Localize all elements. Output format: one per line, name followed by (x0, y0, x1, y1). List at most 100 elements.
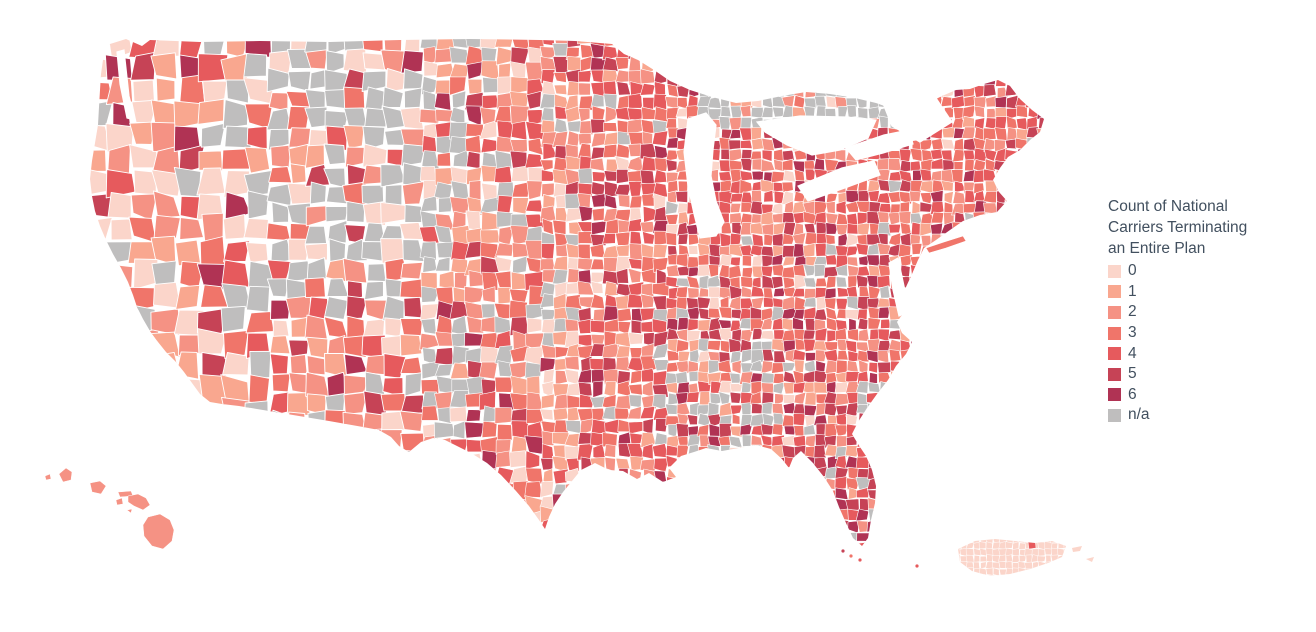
county (1016, 391, 1027, 406)
county (729, 64, 743, 77)
county (846, 360, 859, 373)
county (879, 75, 891, 86)
county (741, 434, 752, 447)
county (688, 245, 699, 255)
municipio (1070, 535, 1078, 543)
county (995, 201, 1007, 214)
county (451, 559, 466, 576)
county (708, 455, 721, 470)
county (678, 43, 690, 55)
county (782, 362, 797, 373)
county (288, 470, 308, 490)
county (510, 105, 530, 125)
county (717, 62, 731, 76)
county (346, 467, 367, 492)
county (269, 335, 291, 355)
county (494, 302, 512, 320)
municipio (1064, 560, 1066, 570)
county (1058, 321, 1071, 332)
key-island (858, 558, 862, 562)
county (1026, 276, 1037, 290)
county (1037, 63, 1044, 77)
legend-title-line: an Entire Plan (1108, 240, 1206, 257)
county (590, 118, 606, 134)
county (219, 540, 250, 546)
county (732, 413, 741, 425)
county (877, 54, 892, 67)
county (866, 243, 880, 256)
county (898, 392, 912, 405)
county (772, 541, 785, 546)
county (994, 329, 1008, 342)
county (996, 476, 1007, 490)
municipio (1019, 555, 1027, 563)
county (984, 488, 996, 501)
county (615, 394, 633, 411)
county (920, 498, 933, 511)
county (878, 404, 891, 416)
county (730, 404, 743, 415)
county (751, 402, 763, 414)
county (751, 170, 764, 181)
county (438, 270, 455, 290)
county (1026, 265, 1040, 278)
county (876, 422, 891, 438)
hawaii-lanai (115, 497, 124, 506)
county (993, 41, 1008, 57)
county (640, 558, 656, 572)
county (464, 301, 485, 320)
county (983, 456, 997, 467)
county (1017, 402, 1030, 417)
county (1026, 499, 1038, 511)
county (479, 196, 500, 215)
municipio (1005, 541, 1014, 549)
county (1038, 75, 1044, 87)
county (480, 558, 500, 575)
county (577, 369, 592, 384)
county (877, 478, 891, 491)
county (919, 139, 934, 152)
county (327, 220, 348, 244)
county (868, 43, 881, 57)
county (201, 351, 227, 377)
county (1058, 266, 1071, 279)
county (1048, 117, 1059, 128)
county (1036, 202, 1044, 214)
county (665, 159, 678, 172)
county (983, 191, 998, 204)
county (729, 528, 743, 544)
county (665, 52, 678, 66)
county (380, 201, 407, 224)
county (602, 545, 617, 546)
hawaii-inset (44, 467, 175, 550)
municipio (1017, 567, 1026, 576)
county (403, 87, 423, 109)
county (1060, 129, 1072, 140)
county (813, 519, 828, 532)
county (481, 94, 500, 110)
municipio (1038, 560, 1046, 569)
county (919, 41, 935, 57)
municipio (965, 547, 975, 556)
county (952, 433, 965, 449)
county (962, 371, 977, 385)
county (887, 423, 900, 438)
county (1017, 192, 1028, 205)
county (305, 371, 330, 398)
municipio (1065, 573, 1066, 576)
county (1006, 108, 1018, 120)
county (197, 98, 225, 125)
municipio (1031, 568, 1039, 576)
county (199, 236, 226, 267)
municipio (966, 539, 974, 544)
county (1036, 190, 1044, 203)
county (835, 85, 849, 98)
county (941, 126, 956, 138)
county (975, 380, 987, 395)
county (919, 168, 932, 182)
county (602, 495, 620, 508)
county (655, 417, 669, 433)
county (552, 407, 569, 422)
county (952, 191, 966, 205)
county (1047, 212, 1059, 223)
